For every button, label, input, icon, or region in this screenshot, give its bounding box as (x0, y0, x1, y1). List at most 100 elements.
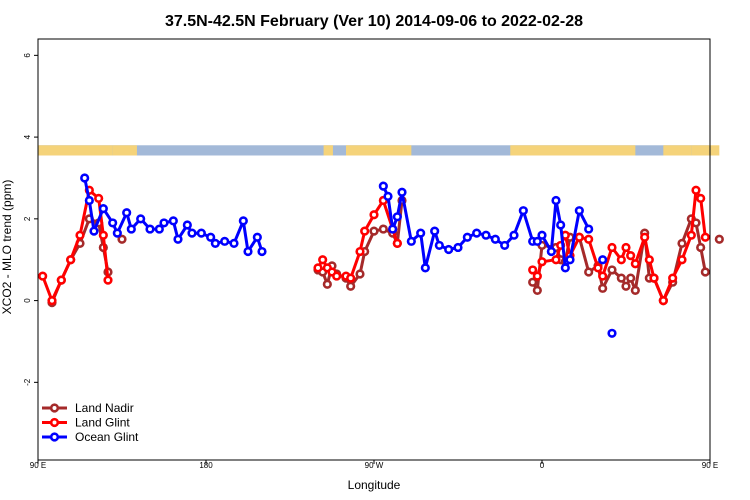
data-point (257, 246, 267, 257)
legend-item: Ocean Glint (42, 430, 139, 444)
data-point (621, 281, 631, 291)
data-point (406, 236, 416, 246)
data-point (38, 271, 48, 281)
data-point (313, 263, 323, 273)
x-tick-label: 90 W (365, 461, 384, 470)
data-point (369, 226, 379, 236)
data-point (94, 193, 104, 204)
y-tick-label: -2 (23, 378, 32, 386)
data-point (696, 193, 706, 204)
data-point (243, 246, 253, 257)
data-point (598, 283, 608, 293)
legend-label: Land Nadir (75, 401, 134, 415)
data-point (574, 206, 584, 216)
data-point (360, 226, 370, 236)
x-tick-label: 90 E (702, 461, 718, 470)
data-point (640, 232, 650, 242)
data-point (714, 234, 724, 244)
data-point (584, 224, 594, 234)
data-point (98, 204, 108, 214)
series-ocean-glint (80, 173, 617, 338)
data-point (145, 224, 155, 234)
data-point (607, 328, 617, 338)
data-point (392, 212, 402, 222)
series-line (41, 188, 110, 303)
x-axis-label: Longitude (348, 478, 401, 492)
data-point (691, 185, 701, 195)
series-layer (38, 173, 724, 338)
data-point (607, 242, 617, 253)
data-point (397, 187, 407, 197)
data-point (154, 224, 164, 234)
data-point (355, 269, 365, 279)
data-point (322, 279, 332, 289)
data-point (56, 275, 66, 285)
data-point (80, 173, 90, 183)
data-point (84, 195, 94, 206)
data-point (388, 224, 398, 234)
land-band (112, 145, 137, 156)
data-point (98, 230, 108, 240)
data-point (677, 255, 687, 265)
data-point (626, 273, 636, 283)
data-point (700, 267, 710, 277)
data-point (565, 255, 575, 265)
x-tick-label: 90 E (30, 461, 46, 470)
data-point (509, 230, 519, 240)
data-point (434, 240, 444, 251)
data-point (206, 232, 216, 242)
data-point (532, 271, 542, 281)
data-point (220, 236, 230, 246)
y-axis: -2 0 2 4 6 (23, 53, 38, 386)
x-tick-label: 0 (540, 461, 545, 470)
data-point (607, 265, 617, 275)
data-point (378, 224, 388, 234)
legend-label: Land Glint (75, 416, 130, 430)
land-band (38, 145, 113, 156)
data-point (556, 220, 566, 230)
data-point (89, 226, 99, 236)
data-point (416, 228, 426, 238)
data-point (528, 277, 538, 287)
data-point (630, 285, 640, 295)
data-point (346, 281, 356, 291)
land-band (346, 145, 412, 156)
data-point (173, 234, 183, 244)
data-point (103, 275, 113, 285)
data-point (551, 255, 561, 265)
data-point (122, 208, 132, 218)
data-point (593, 263, 603, 273)
land-band (663, 145, 692, 156)
data-point (112, 228, 122, 238)
data-point (644, 255, 654, 265)
series-land-glint (38, 185, 710, 306)
x-tick-label: 180 (199, 461, 213, 470)
data-point (420, 263, 430, 273)
data-point (616, 273, 626, 283)
data-point (630, 259, 640, 269)
data-point (378, 181, 388, 191)
legend-item: Land Glint (42, 416, 130, 430)
data-point (252, 232, 262, 242)
data-point (626, 251, 636, 261)
data-point (696, 242, 706, 253)
data-point (66, 255, 76, 265)
data-point (584, 267, 594, 277)
legend-item: Land Nadir (42, 401, 134, 415)
data-point (621, 242, 631, 253)
y-tick-label: 4 (23, 134, 32, 139)
data-point (430, 226, 440, 236)
data-point (108, 218, 118, 228)
data-point (532, 285, 542, 295)
data-point (598, 271, 608, 281)
land-band (691, 145, 720, 156)
data-point (187, 228, 197, 238)
data-point (392, 238, 402, 248)
data-point (528, 265, 538, 275)
y-tick-label: 6 (23, 53, 32, 58)
data-point (383, 191, 393, 201)
legend-swatch-marker (49, 417, 60, 428)
data-point (560, 263, 570, 273)
legend-label: Ocean Glint (75, 430, 139, 444)
